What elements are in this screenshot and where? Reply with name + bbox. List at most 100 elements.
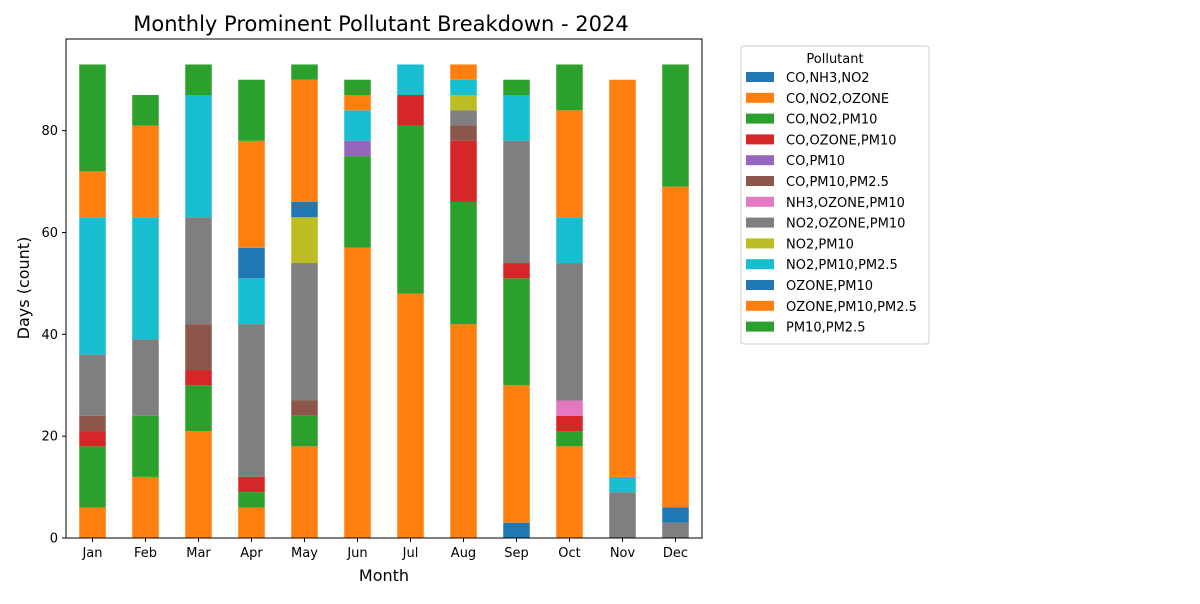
x-tick-label: Jun: [346, 546, 367, 561]
y-axis-ticks: 0 20 40 60 80: [41, 124, 66, 547]
x-axis-ticks: Jan Feb Mar Apr May Jun Jul Aug Sep Oct Nov Dec: [81, 538, 688, 561]
x-tick-label: Mar: [186, 546, 211, 561]
y-tick-label: 40: [41, 328, 58, 343]
bar-mar-co-ozone-pm10: [185, 369, 212, 386]
legend-label-co-pm10-pm2-5: CO,PM10,PM2.5: [786, 175, 889, 190]
bar-aug-co-no2-pm10: [450, 201, 477, 325]
bar-aug-co-ozone-pm10: [450, 140, 477, 202]
bar-oct-no2-ozone-pm10: [556, 263, 583, 401]
bars-layer: [79, 64, 689, 538]
legend-swatch-nh3-ozone-pm10: [746, 196, 774, 207]
bar-jan-co-pm10-pm2-5: [79, 415, 106, 432]
bar-mar-co-pm10-pm2-5: [185, 324, 212, 370]
bar-may-co-pm10-pm2-5: [291, 400, 318, 416]
legend-label-no2-pm10: NO2,PM10: [786, 237, 854, 252]
x-tick-label: Sep: [504, 546, 529, 561]
x-tick-label: Nov: [610, 546, 636, 561]
bar-feb-no2-pm10-pm2-5: [132, 217, 159, 340]
bar-apr-co-no2-pm10: [238, 492, 265, 508]
bar-mar-co-no2-ozone: [185, 431, 212, 538]
bar-jul-co-ozone-pm10: [397, 95, 424, 126]
bar-mar-co-no2-pm10: [185, 385, 212, 432]
bar-jan-no2-pm10-pm2-5: [79, 217, 106, 355]
legend-label-pm10-pm2-5: PM10,PM2.5: [786, 321, 865, 336]
x-tick-label: Jul: [402, 546, 419, 561]
legend-swatch-co-pm10: [746, 155, 774, 166]
bar-oct-co-no2-ozone: [556, 446, 583, 538]
legend-swatch-co-ozone-pm10: [746, 134, 774, 145]
bar-jun-co-no2-pm10: [344, 156, 371, 248]
bar-jul-co-no2-pm10: [397, 125, 424, 294]
bar-may-no2-pm10: [291, 217, 318, 264]
bar-may-ozone-pm10-pm2-5: [291, 79, 318, 202]
bar-may-ozone-pm10: [291, 201, 318, 218]
bar-jan-co-ozone-pm10: [79, 431, 106, 447]
bar-feb-pm10-pm2-5: [132, 95, 159, 126]
bar-mar-no2-ozone-pm10: [185, 217, 212, 325]
bar-may-co-no2-pm10: [291, 415, 318, 447]
bar-jul-no2-pm10-pm2-5: [397, 64, 424, 96]
bar-sep-no2-pm10-pm2-5: [503, 95, 530, 141]
bar-dec-no2-ozone-pm10: [662, 522, 689, 538]
legend-label-co-no2-pm10: CO,NO2,PM10: [786, 113, 877, 128]
bar-may-co-no2-ozone: [291, 446, 318, 538]
bar-sep-no2-ozone-pm10: [503, 140, 530, 264]
bar-apr-no2-ozone-pm10: [238, 324, 265, 477]
bar-mar-pm10-pm2-5: [185, 64, 212, 96]
bar-sep-co-ozone-pm10: [503, 263, 530, 279]
bar-apr-no2-pm10-pm2-5: [238, 278, 265, 325]
bar-nov-no2-ozone-pm10: [609, 492, 636, 538]
bar-aug-co-no2-ozone: [450, 324, 477, 538]
y-tick-label: 80: [41, 124, 58, 139]
bar-feb-co-no2-ozone: [132, 476, 159, 538]
bar-oct-nh3-ozone-pm10: [556, 400, 583, 416]
legend-swatch-no2-pm10: [746, 238, 774, 249]
chart-title: Monthly Prominent Pollutant Breakdown - …: [133, 12, 628, 36]
bar-jun-pm10-pm2-5: [344, 79, 371, 96]
legend-label-no2-pm10-pm2-5: NO2,PM10,PM2.5: [786, 258, 898, 273]
bar-sep-co-nh3-no2: [503, 522, 530, 538]
bar-feb-ozone-pm10-pm2-5: [132, 125, 159, 218]
bar-mar-no2-pm10-pm2-5: [185, 95, 212, 218]
bar-jan-pm10-pm2-5: [79, 64, 106, 172]
legend-swatch-no2-pm10-pm2-5: [746, 259, 774, 270]
bar-feb-co-no2-pm10: [132, 415, 159, 477]
legend-label-co-no2-ozone: CO,NO2,OZONE: [786, 92, 889, 107]
bar-dec-ozone-pm10-pm2-5: [662, 186, 689, 508]
bar-aug-co-pm10-pm2-5: [450, 125, 477, 141]
x-tick-label: Oct: [558, 546, 580, 561]
bar-oct-co-no2-pm10: [556, 431, 583, 447]
y-tick-label: 60: [41, 226, 58, 241]
legend-swatch-ozone-pm10-pm2-5: [746, 300, 774, 311]
legend-swatch-co-pm10-pm2-5: [746, 176, 774, 186]
bar-jan-ozone-pm10-pm2-5: [79, 171, 106, 218]
legend-swatch-pm10-pm2-5: [746, 321, 774, 332]
plot-frame: [65, 38, 703, 539]
legend-swatch-no2-ozone-pm10: [746, 217, 774, 228]
y-axis-label: Days (count): [14, 237, 33, 340]
x-tick-label: Dec: [663, 546, 688, 561]
legend-swatch-co-no2-ozone: [746, 92, 774, 103]
bar-jun-co-pm10: [344, 140, 371, 157]
x-tick-label: Jan: [81, 546, 102, 561]
legend-label-no2-ozone-pm10: NO2,OZONE,PM10: [786, 217, 905, 232]
bar-jun-no2-pm10-pm2-5: [344, 110, 371, 141]
legend-label-co-pm10: CO,PM10: [786, 154, 845, 169]
bar-aug-ozone-pm10-pm2-5: [450, 64, 477, 80]
bar-apr-co-ozone-pm10: [238, 476, 265, 493]
bar-aug-no2-pm10-pm2-5: [450, 79, 477, 96]
legend-label-co-ozone-pm10: CO,OZONE,PM10: [786, 133, 896, 148]
legend-label-ozone-pm10: OZONE,PM10: [786, 279, 873, 294]
bar-may-no2-ozone-pm10: [291, 263, 318, 401]
bar-aug-no2-pm10: [450, 95, 477, 111]
y-tick-label: 20: [41, 430, 58, 445]
bar-apr-pm10-pm2-5: [238, 79, 265, 141]
legend-swatch-co-no2-pm10: [746, 113, 774, 124]
legend-items: CO,NH3,NO2 CO,NO2,OZONE CO,NO2,PM10 CO,OZON…: [746, 71, 917, 336]
bar-oct-co-ozone-pm10: [556, 415, 583, 432]
bar-sep-co-no2-pm10: [503, 278, 530, 386]
bar-nov-no2-pm10-pm2-5: [609, 476, 636, 493]
legend-label-co-nh3-no2: CO,NH3,NO2: [786, 71, 870, 86]
